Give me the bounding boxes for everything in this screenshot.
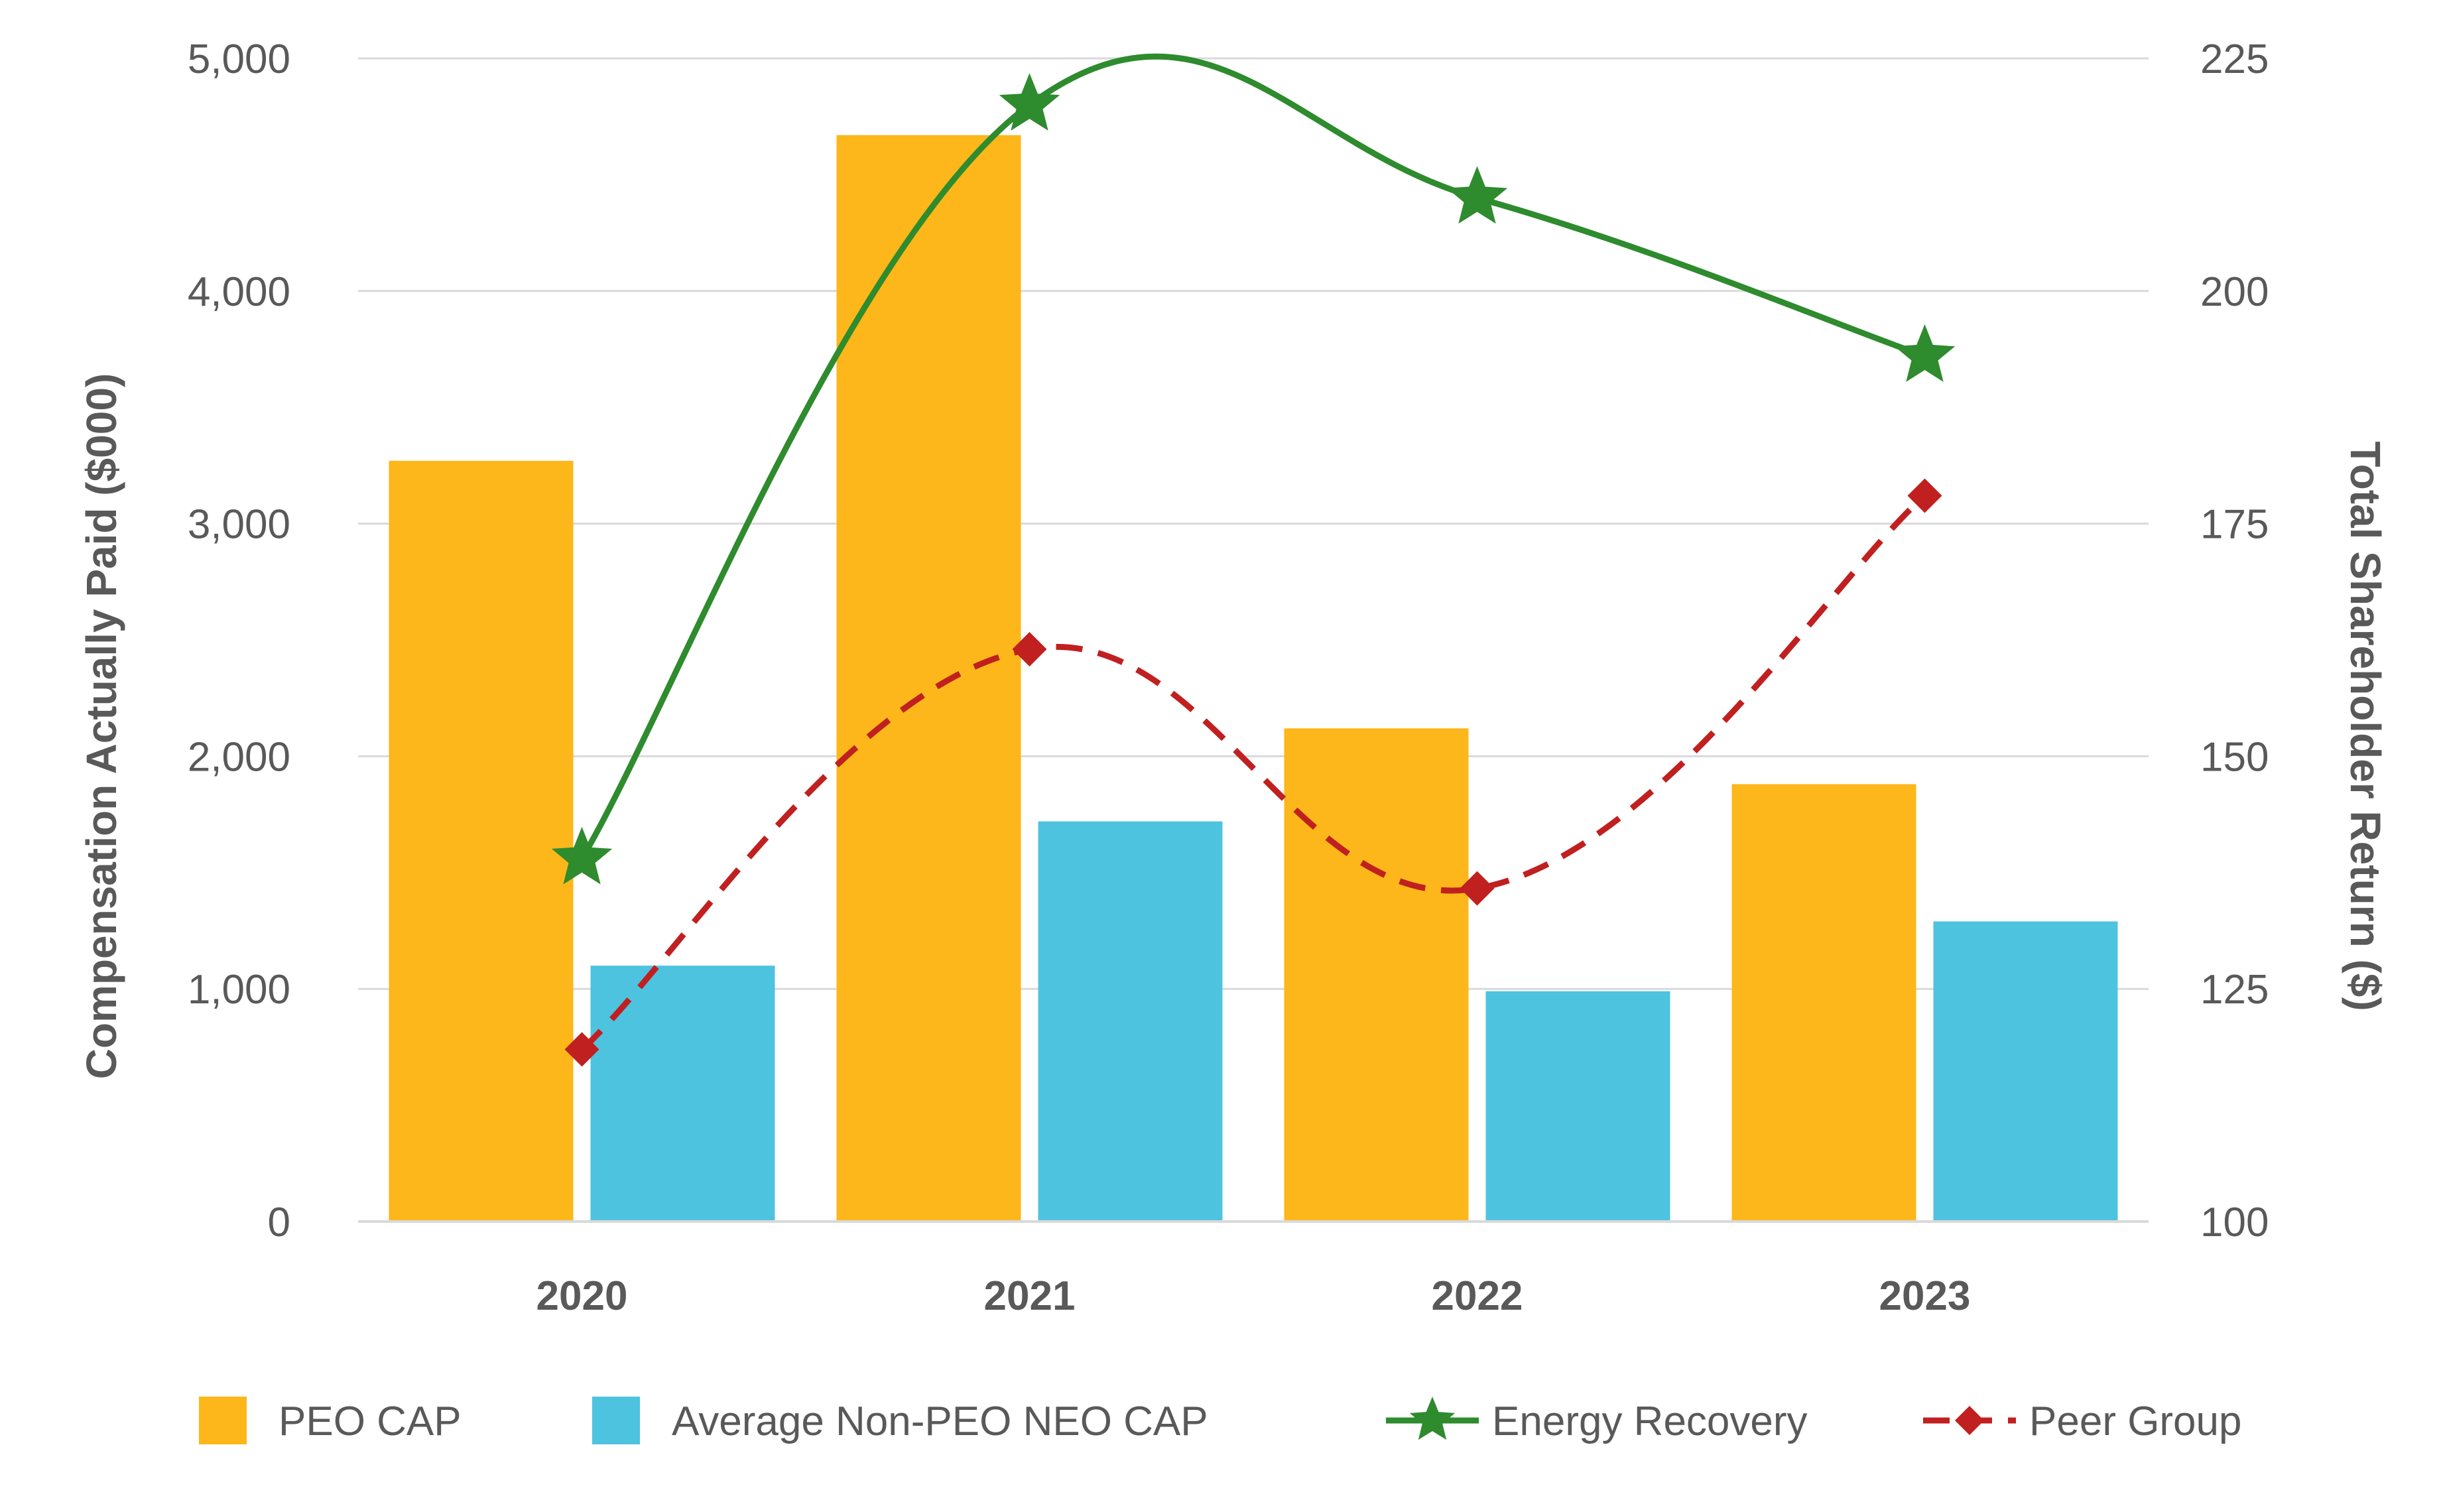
marker-energy-recovery [1446,166,1508,224]
marker-peer-group [1012,632,1047,667]
line-peer-group [580,493,1927,1052]
series-lines [579,53,1927,1052]
marker-peer-group [1907,478,1942,513]
y-tick-label: 4,000 [188,269,290,315]
bar-average-non-peo-neo-cap [1933,921,2118,1222]
y2-tick-label: 200 [2200,269,2269,315]
y-axis-title: Compensation Actually Paid ($000) [78,373,125,1080]
y2-tick-label: 150 [2200,734,2269,780]
legend-label-average-non-peo-neo-cap: Average Non-PEO NEO CAP [672,1399,1208,1444]
x-tick-label: 2023 [1879,1273,1971,1319]
marker-peer-group [1460,871,1495,906]
bar-peo-cap [1731,784,1916,1222]
series-markers [551,73,1956,1067]
y2-tick-label: 100 [2200,1200,2269,1245]
x-tick-label: 2020 [536,1273,628,1319]
y-tick-label: 3,000 [188,502,290,548]
marker-energy-recovery [551,826,613,885]
y2-tick-label: 125 [2200,967,2269,1013]
bar-average-non-peo-neo-cap [1038,821,1223,1222]
marker-energy-recovery [999,73,1060,131]
y-tick-label: 1,000 [188,967,290,1013]
bar-peo-cap [389,460,574,1222]
legend-label-energy-recovery: Energy Recovery [1492,1399,1808,1444]
y-tick-label: 2,000 [188,734,290,780]
bar-peo-cap [836,135,1021,1222]
x-tick-label: 2022 [1432,1273,1523,1319]
legend-marker-energy-recovery [1409,1397,1456,1440]
marker-energy-recovery [1894,324,1956,382]
bar-peo-cap [1284,728,1469,1222]
line-energy-recovery [579,53,1926,861]
y-tick-label: 5,000 [188,36,290,82]
x-tick-label: 2021 [984,1273,1076,1319]
axes: 0 1,000 2,000 3,000 4,000 5,000 100 125 150 175 20… [188,36,2269,1319]
marker-peer-group [564,1032,599,1067]
y2-axis-title: Total Shareholder Return ($) [2342,441,2389,1011]
legend-swatch-average-non-peo-neo-cap [592,1397,640,1444]
legend-marker-peer-group [1955,1406,1984,1435]
legend-swatch-peo-cap [199,1397,247,1444]
legend-label-peo-cap: PEO CAP [279,1399,462,1444]
y-tick-label: 0 [268,1200,290,1245]
y2-tick-label: 225 [2200,36,2269,82]
y2-tick-label: 175 [2200,502,2269,548]
legend-label-peer-group: Peer Group [2029,1399,2242,1444]
bars [389,135,2118,1222]
bar-average-non-peo-neo-cap [590,966,775,1222]
legend: PEO CAP Average Non-PEO NEO CAP Energy Rec… [199,1397,2242,1444]
bar-average-non-peo-neo-cap [1485,991,1670,1222]
